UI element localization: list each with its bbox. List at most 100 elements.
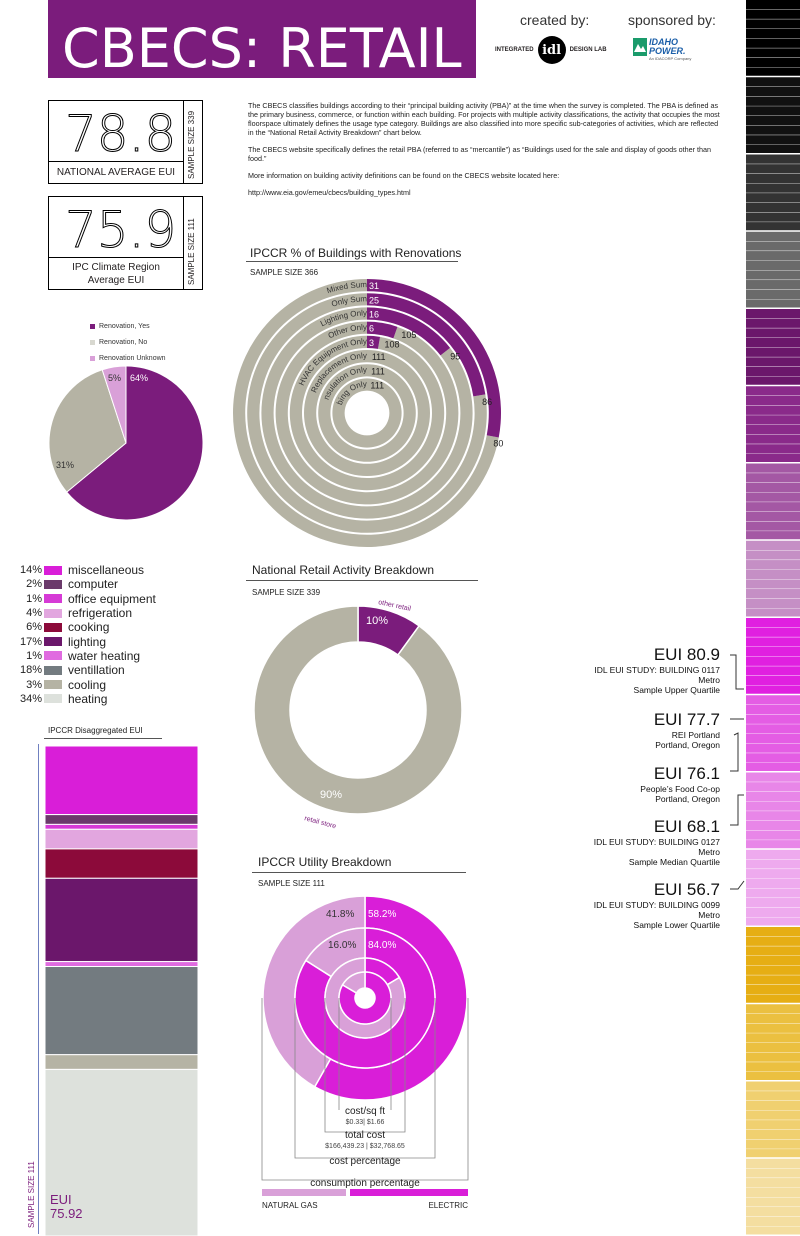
scale-segment xyxy=(746,869,800,879)
legend-label: heating xyxy=(68,691,108,706)
radial-value-label: 31 xyxy=(369,281,379,291)
eui-comparison-line: Portland, Oregon xyxy=(655,740,720,750)
consumption-percentage-label: consumption percentage xyxy=(310,1178,420,1189)
radial-ring-gray xyxy=(332,378,402,448)
scale-segment xyxy=(746,309,800,319)
idl-logo: INTEGRATED idl DESIGN LAB xyxy=(495,36,607,64)
stack-total-value: 75.92 xyxy=(50,1206,83,1221)
scale-segment xyxy=(746,1100,800,1111)
region-eui-label: IPC Climate Region Average EUI xyxy=(72,262,160,286)
scale-segment xyxy=(746,560,800,570)
legend-swatch xyxy=(44,565,62,575)
scale-segment xyxy=(746,1178,800,1188)
scale-segment xyxy=(746,984,800,995)
stack-rule xyxy=(44,738,162,739)
scale-segment xyxy=(746,183,800,194)
logo-left-text: INTEGRATED xyxy=(495,47,534,53)
scale-segment xyxy=(746,849,800,860)
region-eui-value: 75.9 xyxy=(64,201,177,260)
scale-segment xyxy=(746,1226,800,1236)
created-by-label: created by: xyxy=(520,12,590,28)
eui-comparison-line: IDL EUI STUDY: BUILDING 0099 xyxy=(593,900,720,910)
radial-center xyxy=(346,392,388,434)
scale-segment xyxy=(746,1081,800,1092)
electric-label: ELECTRIC xyxy=(428,1201,468,1210)
scale-segment xyxy=(746,1062,800,1072)
legend-label: Renovation, Yes xyxy=(99,322,150,330)
scale-segment xyxy=(746,830,800,841)
scale-segment xyxy=(746,936,800,947)
scale-segment xyxy=(746,357,800,367)
scale-segment xyxy=(746,19,800,29)
scale-segment xyxy=(746,946,800,956)
radial-value-label: 6 xyxy=(369,324,374,334)
radial-ring-purple xyxy=(367,279,501,438)
scale-segment xyxy=(746,347,800,358)
eui-comparison-value: EUI 80.9 xyxy=(653,645,720,664)
pie-label: 31% xyxy=(56,460,74,470)
scale-segment xyxy=(746,337,800,348)
utility-electric-arc xyxy=(338,971,392,1025)
legend-percent: 14% xyxy=(20,564,43,577)
donut-value-label: 90% xyxy=(320,789,342,801)
stack-sample-size: SAMPLE SIZE 111 xyxy=(27,1161,36,1228)
scale-segment xyxy=(746,1187,800,1198)
description-url[interactable]: http://www.eia.gov/emeu/cbecs/building_t… xyxy=(248,188,411,197)
scale-segment xyxy=(746,318,800,329)
scale-segment xyxy=(746,531,800,541)
stack-segment xyxy=(45,828,199,850)
scale-segment xyxy=(746,1139,800,1150)
donut-category-label: retail store xyxy=(303,815,336,830)
scale-segment xyxy=(746,801,800,812)
donut-slice xyxy=(253,605,463,815)
scale-segment xyxy=(746,666,800,676)
legend-row: 18% ventillation xyxy=(20,663,156,677)
eui-comparison-line: People’s Food Co-op xyxy=(640,784,720,794)
scale-segment xyxy=(746,424,800,435)
scale-segment xyxy=(746,67,800,78)
utility-rule xyxy=(252,872,466,873)
eui-comparison: EUI 77.7 REI Portland Portland, Oregon xyxy=(654,710,720,750)
scale-segment xyxy=(746,415,800,425)
scale-segment xyxy=(746,1120,800,1130)
radial-value-label: 108 xyxy=(385,340,400,350)
pie-label: 5% xyxy=(108,373,121,383)
legend-percent: 1% xyxy=(26,649,42,662)
region-sample-size: SAMPLE SIZE 111 xyxy=(187,218,196,285)
stack-segment xyxy=(45,877,199,963)
scale-segment xyxy=(746,405,800,416)
stack-segment xyxy=(45,814,199,825)
legend-row: 1% water heating xyxy=(20,649,156,663)
stack-segment xyxy=(45,961,199,968)
cost-percentage-label: cost percentage xyxy=(329,1156,401,1167)
radial-value-label: 25 xyxy=(369,295,379,305)
scale-segment xyxy=(746,927,800,937)
stack-segment xyxy=(45,966,199,1056)
scale-segment xyxy=(746,695,800,705)
donut-title: National Retail Activity Breakdown xyxy=(252,563,435,577)
scale-segment xyxy=(746,492,800,503)
legend-label: computer xyxy=(68,577,119,592)
legend-label: water heating xyxy=(68,648,141,663)
legend-percent: 4% xyxy=(26,607,42,620)
scale-segment xyxy=(746,589,800,599)
scale-segment xyxy=(746,193,800,203)
national-sample-box: SAMPLE SIZE 339 xyxy=(182,100,203,184)
eui-comparison-value: EUI 56.7 xyxy=(653,880,720,899)
scale-segment xyxy=(746,608,800,618)
scale-segment xyxy=(746,859,800,870)
scale-segment xyxy=(746,975,800,985)
scale-segment xyxy=(746,1091,800,1101)
scale-segment xyxy=(746,1110,800,1121)
scale-segment xyxy=(746,898,800,908)
natural-gas-label: NATURAL GAS xyxy=(262,1201,318,1210)
legend-row: 34% heating xyxy=(20,692,156,706)
scale-segment xyxy=(746,222,800,232)
description-p2: The CBECS website specifically defines t… xyxy=(248,145,712,163)
legend-row: 14% miscellaneous xyxy=(20,563,156,577)
scale-segment xyxy=(746,135,800,145)
eui-comparison-line: Metro xyxy=(698,847,720,857)
eui-comparison-value: EUI 76.1 xyxy=(653,764,720,783)
radial-ring-purple xyxy=(367,335,381,349)
description: The CBECS classifies buildings according… xyxy=(248,101,724,197)
